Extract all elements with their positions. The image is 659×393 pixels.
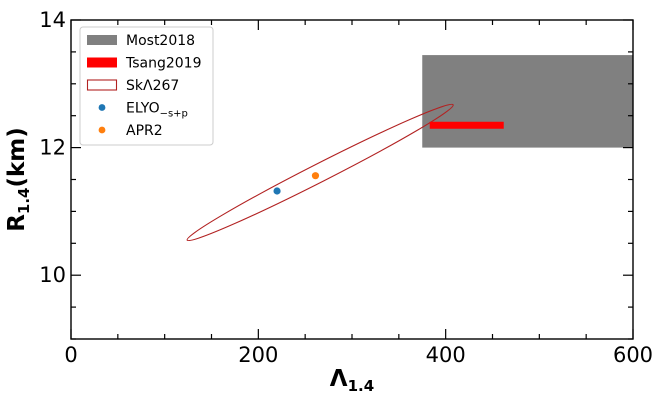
y-tick-label: 12: [39, 136, 66, 160]
plot-marks: [186, 55, 633, 242]
ellipse-sk267: [186, 103, 454, 242]
plot-area: [186, 55, 633, 242]
legend-handle-elyo: [98, 104, 106, 111]
legend-handle-apr2: [98, 126, 106, 134]
legend-label-tsang2019: Tsang2019: [125, 56, 202, 72]
y-tick-label: 10: [39, 263, 66, 287]
x-tick-label: 200: [238, 343, 278, 367]
legend-label-elyo: ELYO−s+p: [126, 101, 188, 120]
legend-label-most2018: Most2018: [126, 33, 195, 49]
legend-handle-most2018: [87, 35, 117, 45]
x-tick-label: 0: [64, 343, 77, 367]
y-axis-label: R1.4(km): [4, 127, 33, 232]
point-apr2: [311, 172, 320, 180]
legend-label-sk267: SkΛ267: [126, 78, 179, 94]
legend-label-apr2: APR2: [126, 123, 163, 139]
x-axis-label: Λ1.4: [330, 366, 374, 393]
region-most2018: [422, 55, 633, 148]
legend-handle-tsang2019: [87, 57, 117, 68]
y-tick-label: 14: [39, 8, 66, 32]
legend-handle-sk267: [86, 79, 118, 91]
legend-box: [79, 26, 214, 146]
point-elyo: [273, 187, 281, 195]
plot-axes: 0 200 400 600 10 12 14 Λ1.4 R1.4(km): [4, 8, 653, 393]
x-tick-label: 600: [613, 343, 653, 367]
x-tick-label: 400: [426, 343, 466, 367]
legend: Most2018 Tsang2019 SkΛ267 ELYO−s+p APR2: [79, 26, 214, 146]
